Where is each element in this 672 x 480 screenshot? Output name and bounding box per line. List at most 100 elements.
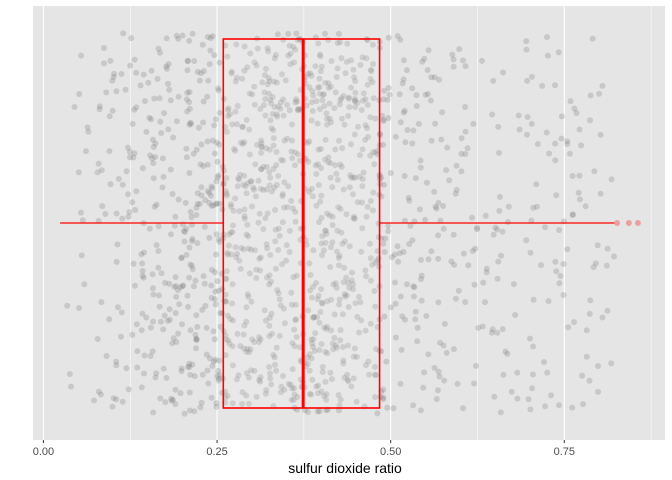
data-point <box>372 149 379 156</box>
data-point <box>245 400 252 407</box>
data-point <box>208 183 215 190</box>
data-point <box>244 291 251 298</box>
data-point <box>608 360 615 367</box>
data-point <box>252 247 258 254</box>
data-point <box>265 75 272 82</box>
data-point <box>113 358 120 365</box>
data-point <box>251 101 258 108</box>
data-point <box>159 184 166 191</box>
data-point <box>123 168 130 175</box>
data-point <box>257 374 264 381</box>
data-point <box>381 87 387 94</box>
data-point <box>147 324 154 331</box>
data-point <box>567 150 573 157</box>
data-point <box>208 202 215 209</box>
data-point <box>255 219 262 226</box>
x-tick-label: 0.00 <box>33 446 54 458</box>
data-point <box>465 262 472 269</box>
data-point <box>397 293 404 300</box>
data-point <box>232 78 239 85</box>
data-point <box>233 74 240 81</box>
data-point <box>239 401 246 407</box>
data-point <box>257 336 264 343</box>
data-point <box>364 125 371 132</box>
data-point <box>552 157 559 164</box>
data-point <box>277 389 284 396</box>
data-point <box>290 396 297 403</box>
data-point <box>177 284 184 291</box>
data-point <box>188 214 195 221</box>
data-point <box>199 41 206 48</box>
data-point <box>400 249 407 255</box>
data-point <box>248 178 255 185</box>
data-point <box>332 89 339 96</box>
data-point <box>75 169 82 176</box>
data-point <box>308 391 315 398</box>
data-point <box>556 280 563 287</box>
data-point <box>340 357 347 364</box>
data-point <box>254 141 260 148</box>
data-point <box>334 227 341 234</box>
data-point <box>148 67 155 74</box>
data-point <box>345 378 352 384</box>
data-point <box>158 270 165 277</box>
data-point <box>68 383 74 390</box>
data-point <box>418 297 425 304</box>
data-point <box>288 301 295 308</box>
data-point <box>167 166 174 173</box>
data-point <box>385 115 392 121</box>
data-point <box>370 95 377 102</box>
data-point <box>175 35 182 42</box>
data-point <box>209 185 216 192</box>
data-point <box>392 133 399 140</box>
data-point <box>325 159 332 166</box>
data-point <box>350 66 357 73</box>
data-point <box>310 92 317 99</box>
data-point <box>322 227 329 234</box>
data-point <box>545 298 552 305</box>
data-point <box>433 205 440 212</box>
data-point <box>397 36 404 43</box>
data-point <box>235 175 242 182</box>
data-point <box>490 77 497 84</box>
data-point <box>357 152 363 159</box>
data-point <box>587 117 593 124</box>
data-point <box>107 181 114 188</box>
data-point <box>224 392 231 399</box>
data-point <box>240 331 247 338</box>
data-point <box>595 363 601 369</box>
data-point <box>316 84 323 90</box>
data-point <box>346 104 353 111</box>
data-point <box>110 74 117 80</box>
data-point <box>200 119 207 126</box>
data-point <box>402 139 409 146</box>
data-point <box>129 120 136 127</box>
data-point <box>106 113 113 120</box>
data-point <box>130 154 137 161</box>
data-point <box>396 250 403 257</box>
data-point <box>228 201 234 208</box>
data-point <box>202 197 209 204</box>
data-point <box>222 188 229 194</box>
data-point <box>213 116 219 123</box>
data-point <box>359 199 366 206</box>
data-point <box>322 79 329 86</box>
data-point <box>224 251 231 258</box>
data-point <box>387 170 394 176</box>
data-point <box>381 249 388 255</box>
data-point <box>133 69 140 76</box>
data-point <box>324 350 331 357</box>
data-point <box>372 115 379 122</box>
data-point <box>583 327 590 334</box>
data-point <box>193 335 200 342</box>
data-point <box>258 137 265 144</box>
data-point <box>425 256 432 263</box>
data-point <box>276 232 283 239</box>
data-point <box>243 348 250 355</box>
data-point <box>565 324 572 331</box>
data-point <box>296 157 303 164</box>
data-point <box>172 274 179 281</box>
data-point <box>187 327 194 334</box>
data-point <box>350 375 357 382</box>
